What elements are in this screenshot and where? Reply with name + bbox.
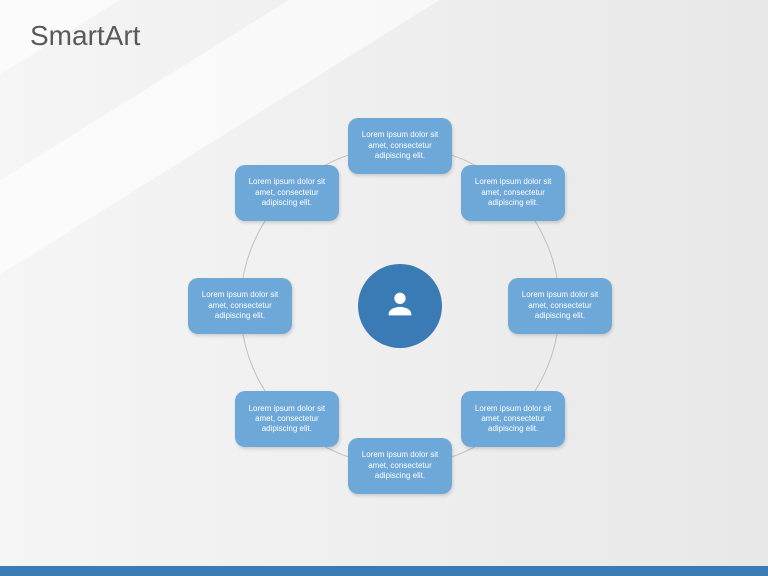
slide-title: SmartArt <box>30 20 140 52</box>
cycle-node-text: Lorem ipsum dolor sit amet, consectetur … <box>354 450 446 481</box>
slide-canvas: SmartArt Lorem ipsum dolor sit amet, con… <box>0 0 768 576</box>
cycle-node: Lorem ipsum dolor sit amet, consectetur … <box>508 278 612 334</box>
cycle-node: Lorem ipsum dolor sit amet, consectetur … <box>188 278 292 334</box>
cycle-node-text: Lorem ipsum dolor sit amet, consectetur … <box>467 177 559 208</box>
cycle-node-text: Lorem ipsum dolor sit amet, consectetur … <box>241 177 333 208</box>
cycle-node-text: Lorem ipsum dolor sit amet, consectetur … <box>194 290 286 321</box>
cycle-node-text: Lorem ipsum dolor sit amet, consectetur … <box>241 404 333 435</box>
cycle-node-text: Lorem ipsum dolor sit amet, consectetur … <box>514 290 606 321</box>
cycle-node: Lorem ipsum dolor sit amet, consectetur … <box>461 391 565 447</box>
cycle-node: Lorem ipsum dolor sit amet, consectetur … <box>235 391 339 447</box>
cycle-node: Lorem ipsum dolor sit amet, consectetur … <box>461 165 565 221</box>
cycle-node-text: Lorem ipsum dolor sit amet, consectetur … <box>354 130 446 161</box>
center-hub <box>358 264 442 348</box>
cycle-node: Lorem ipsum dolor sit amet, consectetur … <box>348 438 452 494</box>
person-icon <box>383 287 417 326</box>
cycle-node: Lorem ipsum dolor sit amet, consectetur … <box>348 118 452 174</box>
cycle-node: Lorem ipsum dolor sit amet, consectetur … <box>235 165 339 221</box>
cycle-node-text: Lorem ipsum dolor sit amet, consectetur … <box>467 404 559 435</box>
bottom-accent-bar <box>0 566 768 576</box>
